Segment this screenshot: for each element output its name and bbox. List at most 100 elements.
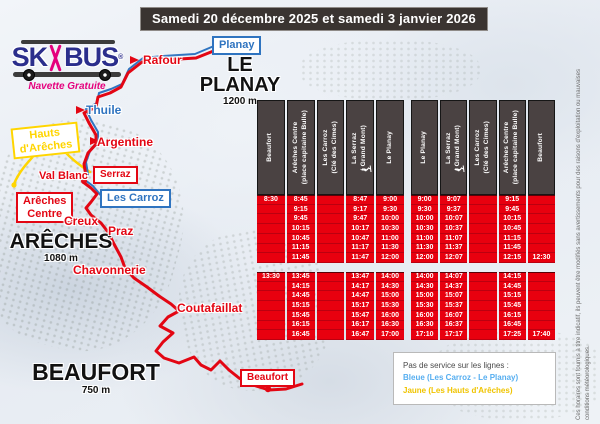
departure-time-cell: 15:15 (498, 291, 526, 302)
column-header-label: Arêches Centre (place capitaine Bulle) (503, 110, 520, 185)
stop-label-rafour: Rafour (143, 53, 182, 67)
town-name: ARÊCHES (9, 230, 113, 253)
empty-time-cell (469, 301, 497, 311)
departure-time-cell: 9:30 (411, 204, 439, 215)
departure-time-cell: 10:37 (440, 224, 468, 234)
stop-label-areches-centre: Arêches Centre (16, 192, 74, 224)
column-header: Arêches Centre (place capitaine Bulle) (286, 100, 315, 195)
departure-time-cell: 15:17 (346, 301, 375, 311)
stop-label-thuile: Thuile (86, 103, 122, 117)
column-header-label: Les Carroz (Clé des Cimes) (474, 121, 490, 174)
departure-time-cell: 16:00 (376, 310, 404, 321)
empty-time-cell (257, 204, 285, 215)
empty-time-cell (469, 253, 497, 264)
empty-time-cell (257, 281, 285, 292)
bus-chassis-bar (13, 69, 121, 81)
skier-chairlift-icon (362, 165, 372, 173)
empty-time-cell (257, 310, 285, 321)
departure-time-cell: 14:30 (411, 281, 439, 292)
departure-time-cell: 15:30 (376, 301, 404, 311)
departure-time-cell: 8:45 (286, 195, 315, 205)
note-yellow-line: Jaune (Les Hauts d'Arêches) (403, 385, 513, 395)
departure-time-cell: 15:37 (440, 301, 468, 311)
timetable-afternoon-block: 14:00 14:07 14:15 14:30 14:37 14:45 15:00 15:07… (411, 272, 555, 341)
stop-label-beaufort: Beaufort (240, 369, 296, 387)
departure-time-cell: 17:17 (440, 330, 468, 341)
departure-time-cell: 11:07 (440, 233, 468, 244)
departure-time-cell: 9:17 (346, 204, 375, 215)
logo-subtitle: Navette Gratuite (28, 81, 106, 92)
town-name: LE PLANAY (199, 54, 281, 96)
departure-time-cell: 10:45 (286, 233, 315, 244)
stop-label-chavonnerie: Chavonnerie (73, 263, 146, 277)
departure-time-cell: 14:15 (286, 281, 315, 292)
empty-time-cell (316, 320, 345, 331)
departure-time-cell: 12:00 (376, 253, 404, 264)
departure-time-cell: 9:30 (376, 204, 404, 215)
departure-time-cell: 14:07 (440, 272, 468, 282)
departure-time-cell: 16:00 (411, 310, 439, 321)
departure-time-cell: 14:47 (346, 291, 375, 302)
empty-time-cell (527, 214, 555, 225)
departure-time-cell: 10:47 (346, 233, 375, 244)
departure-time-cell: 11:30 (411, 243, 439, 254)
column-header: Les Carroz (Clé des Cimes) (469, 100, 497, 195)
timetable-header-row: Le Planay La Serraz ( Grand Mont) Les Carr… (411, 100, 555, 195)
column-header: La Serraz ( Grand Mont) (440, 100, 468, 195)
departure-time-cell: 15:00 (411, 291, 439, 302)
schedule-disclaimer: Ces horaires sont fournis à titre indica… (576, 69, 591, 420)
departure-time-cell: 16:30 (376, 320, 404, 331)
departure-time-cell: 17:25 (498, 330, 526, 341)
column-header-label: Les Carroz (Clé des Cimes) (321, 121, 338, 174)
empty-time-cell (527, 301, 555, 311)
departure-time-cell: 10:17 (346, 224, 375, 234)
departure-time-cell: 10:30 (411, 224, 439, 234)
departure-time-cell: 11:00 (411, 233, 439, 244)
town-label-le-planay: LE PLANAY 1200 m (188, 55, 292, 107)
departure-time-cell: 13:47 (346, 272, 375, 282)
departure-time-cell: 14:30 (376, 281, 404, 292)
blue-line-les-carroz-le-planay (84, 45, 215, 199)
column-header: Les Carroz (Clé des Cimes) (316, 100, 345, 195)
empty-time-cell (527, 204, 555, 215)
empty-time-cell (257, 224, 285, 234)
departure-time-cell: 9:00 (411, 195, 439, 205)
timetable-le-planay-to-beaufort: Le Planay La Serraz ( Grand Mont) Les Carr… (411, 100, 555, 341)
logo-bus-text: BUS (64, 42, 119, 72)
departure-time-cell: 16:15 (498, 310, 526, 321)
empty-time-cell (469, 243, 497, 254)
empty-time-cell (469, 330, 497, 341)
empty-time-cell (316, 195, 345, 205)
stop-marker-val-blanc (81, 178, 87, 184)
departure-time-cell: 11:45 (498, 243, 526, 254)
empty-time-cell (527, 233, 555, 244)
crossed-skis-icon (48, 43, 63, 72)
empty-time-cell (469, 281, 497, 292)
empty-time-cell (316, 253, 345, 264)
departure-time-cell: 17:10 (411, 330, 439, 341)
empty-time-cell (257, 301, 285, 311)
departure-time-cell: 9:45 (498, 204, 526, 215)
empty-time-cell (316, 233, 345, 244)
red-line-main-route (81, 48, 304, 392)
stop-label-argentine: Argentine (97, 135, 154, 149)
logo-ski-text: SK (11, 42, 49, 72)
column-header-label: Beaufort (536, 133, 544, 162)
empty-time-cell (469, 204, 497, 215)
departure-time-cell: 8:30 (257, 195, 285, 205)
town-elevation: 1080 m (44, 253, 78, 264)
stop-marker-beaufort (264, 385, 272, 393)
column-header: Le Planay (376, 100, 404, 195)
empty-time-cell (257, 214, 285, 225)
departure-time-cell: 11:15 (286, 243, 315, 254)
departure-time-cell: 9:37 (440, 204, 468, 215)
stop-marker-thuile (76, 106, 85, 114)
departure-time-cell: 10:07 (440, 214, 468, 225)
empty-time-cell (469, 214, 497, 225)
departure-time-cell: 11:00 (376, 233, 404, 244)
departure-time-cell: 8:47 (346, 195, 375, 205)
empty-time-cell (316, 224, 345, 234)
departure-time-cell: 11:15 (498, 233, 526, 244)
bus-wheel-icon (99, 69, 111, 81)
departure-time-cell: 14:00 (376, 272, 404, 282)
